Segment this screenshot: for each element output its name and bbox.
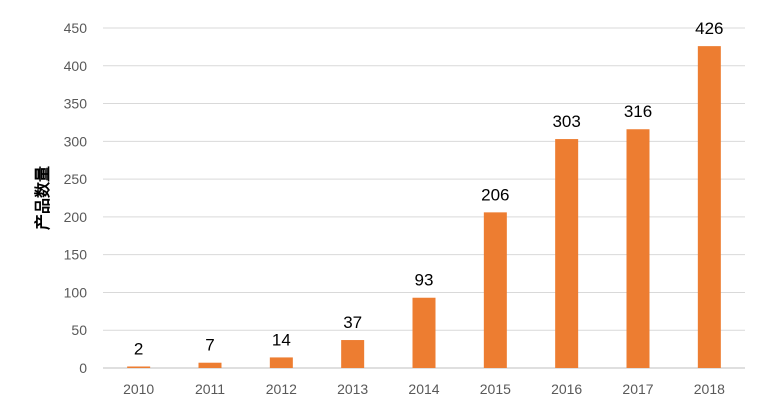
data-label: 316 xyxy=(624,102,652,121)
y-tick-label: 100 xyxy=(64,284,88,300)
bar xyxy=(626,129,650,368)
y-tick-label: 300 xyxy=(64,133,88,149)
y-tick-label: 50 xyxy=(71,322,87,338)
y-axis-title: 产品数量 xyxy=(33,166,52,230)
y-tick-label: 400 xyxy=(64,58,88,74)
data-label: 7 xyxy=(205,336,214,355)
data-label: 206 xyxy=(481,185,509,204)
bar xyxy=(198,362,222,368)
bar xyxy=(483,212,507,368)
bar xyxy=(127,366,151,368)
data-label: 426 xyxy=(695,19,723,38)
x-tick-label: 2018 xyxy=(694,381,725,397)
data-labels: 2 7 14 37 93 206 303 316 426 xyxy=(134,19,724,358)
y-tick-label: 150 xyxy=(64,247,88,263)
x-tick-label: 2014 xyxy=(408,381,439,397)
x-tick-label: 2011 xyxy=(195,381,225,397)
bars xyxy=(127,46,721,369)
bar xyxy=(341,340,365,368)
data-label: 2 xyxy=(134,339,143,358)
x-tick-label: 2015 xyxy=(480,381,511,397)
y-tick-label: 250 xyxy=(64,171,88,187)
bar xyxy=(412,297,436,368)
x-tick-label: 2010 xyxy=(123,381,154,397)
x-tick-label: 2012 xyxy=(266,381,297,397)
y-tick-label: 0 xyxy=(79,360,87,376)
y-axis-ticks: 0 50 100 150 200 250 300 350 400 450 xyxy=(64,20,88,376)
data-label: 37 xyxy=(343,313,362,332)
x-tick-label: 2017 xyxy=(622,381,653,397)
y-tick-label: 200 xyxy=(64,209,88,225)
bar xyxy=(697,46,721,369)
x-tick-label: 2013 xyxy=(337,381,368,397)
data-label: 14 xyxy=(272,330,291,349)
x-axis-ticks: 2010 2011 2012 2013 2014 2015 2016 2017 2018 xyxy=(123,381,725,397)
y-tick-label: 450 xyxy=(64,20,88,36)
data-label: 303 xyxy=(552,112,580,131)
bar xyxy=(269,357,293,368)
data-label: 93 xyxy=(415,271,434,290)
y-tick-label: 350 xyxy=(64,96,88,112)
x-tick-label: 2016 xyxy=(551,381,582,397)
bar xyxy=(555,139,579,368)
